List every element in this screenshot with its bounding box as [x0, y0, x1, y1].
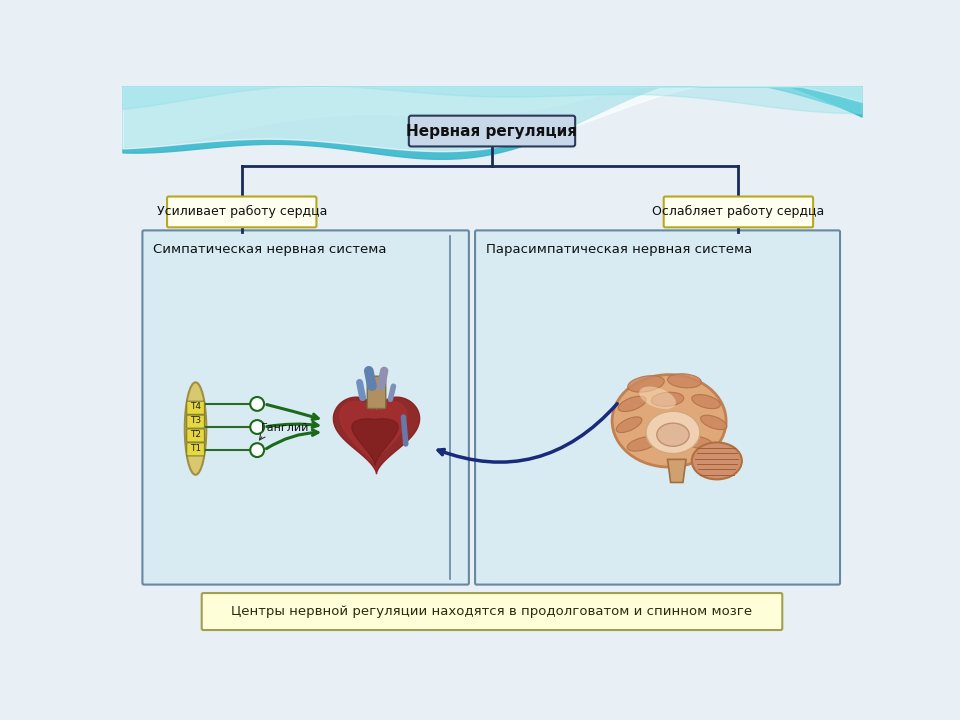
Ellipse shape: [628, 376, 664, 392]
Text: Симпатическая нервная система: Симпатическая нервная система: [154, 243, 387, 256]
Ellipse shape: [184, 382, 206, 474]
Text: T2: T2: [190, 431, 201, 439]
Ellipse shape: [684, 436, 713, 449]
Ellipse shape: [616, 417, 642, 433]
Text: Парасимпатическая нервная система: Парасимпатическая нервная система: [486, 243, 752, 256]
Ellipse shape: [646, 411, 700, 454]
FancyBboxPatch shape: [368, 376, 386, 408]
Text: Усиливает работу сердца: Усиливает работу сердца: [156, 205, 327, 218]
Polygon shape: [333, 397, 420, 474]
FancyBboxPatch shape: [409, 116, 575, 146]
FancyBboxPatch shape: [202, 593, 782, 630]
Text: Ослабляет работу сердца: Ослабляет работу сердца: [652, 205, 825, 218]
Circle shape: [251, 444, 264, 457]
Circle shape: [251, 420, 264, 434]
FancyBboxPatch shape: [186, 401, 204, 414]
Polygon shape: [667, 459, 686, 482]
Text: Нервная регуляция: Нервная регуляция: [406, 124, 578, 138]
Ellipse shape: [692, 442, 742, 480]
FancyBboxPatch shape: [142, 230, 468, 585]
Polygon shape: [352, 419, 398, 465]
Ellipse shape: [692, 395, 720, 409]
Ellipse shape: [639, 387, 676, 409]
Ellipse shape: [652, 392, 684, 406]
Text: T3: T3: [190, 416, 201, 426]
FancyBboxPatch shape: [663, 197, 813, 228]
FancyBboxPatch shape: [167, 197, 317, 228]
Text: T4: T4: [190, 402, 201, 412]
Text: Ганглий: Ганглий: [261, 423, 309, 433]
FancyBboxPatch shape: [186, 443, 204, 456]
FancyBboxPatch shape: [186, 429, 204, 442]
FancyBboxPatch shape: [186, 415, 204, 428]
Ellipse shape: [618, 396, 646, 412]
FancyBboxPatch shape: [475, 230, 840, 585]
Ellipse shape: [657, 423, 689, 446]
Ellipse shape: [667, 374, 702, 388]
Text: Центры нервной регуляции находятся в продолговатом и спинном мозге: Центры нервной регуляции находятся в про…: [231, 605, 753, 618]
Ellipse shape: [701, 415, 727, 430]
Polygon shape: [340, 402, 407, 462]
Circle shape: [251, 397, 264, 411]
Ellipse shape: [612, 374, 726, 467]
Ellipse shape: [627, 437, 657, 451]
Text: T1: T1: [190, 444, 201, 453]
